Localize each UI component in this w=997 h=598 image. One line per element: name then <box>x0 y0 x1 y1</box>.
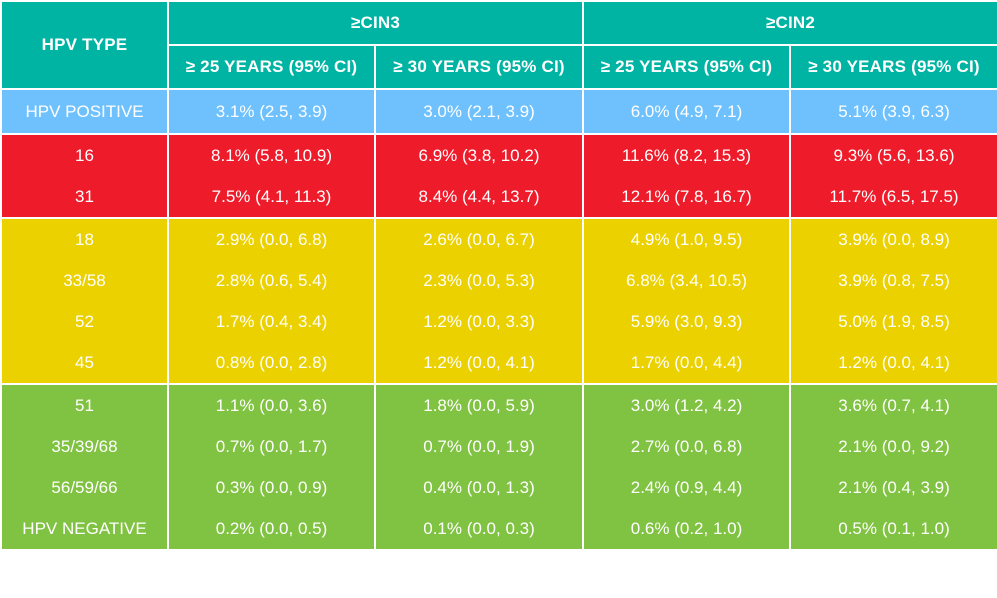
cin3-25-cell: 0.8% (0.0, 2.8) <box>167 342 376 384</box>
cin3-30-cell: 2.3% (0.0, 5.3) <box>374 260 584 301</box>
hpv-type-cell: 45 <box>0 342 169 384</box>
cin3-25-cell: 2.8% (0.6, 5.4) <box>167 260 376 301</box>
hpv-type-cell: 56/59/66 <box>0 467 169 508</box>
hpv-risk-table: HPV TYPE ≥CIN3 ≥CIN2 ≥ 25 YEARS (95% CI)… <box>0 0 997 549</box>
table-row: 31 7.5% (4.1, 11.3) 8.4% (4.4, 13.7) 12.1% … <box>0 176 997 218</box>
cin2-30-cell: 3.9% (0.0, 8.9) <box>789 217 997 260</box>
cin2-25-cell: 6.0% (4.9, 7.1) <box>582 88 791 134</box>
header-row-ages: ≥ 25 YEARS (95% CI) ≥ 30 YEARS (95% CI) … <box>1 44 997 90</box>
cin3-25-cell: 8.1% (5.8, 10.9) <box>167 133 376 176</box>
table-body: HPV POSITIVE 3.1% (2.5, 3.9) 3.0% (2.1, 3.… <box>0 88 997 549</box>
cin2-30-cell: 11.7% (6.5, 17.5) <box>789 176 997 218</box>
hpv-type-cell: 16 <box>0 133 169 176</box>
cin2-30-cell: 0.5% (0.1, 1.0) <box>789 508 997 549</box>
hpv-type-cell: 31 <box>0 176 169 218</box>
cin2-25-cell: 1.7% (0.0, 4.4) <box>582 342 791 384</box>
cin2-25-cell: 2.4% (0.9, 4.4) <box>582 467 791 508</box>
cin3-25-cell: 1.7% (0.4, 3.4) <box>167 301 376 342</box>
table-row: 51 1.1% (0.0, 3.6) 1.8% (0.0, 5.9) 3.0% (1.… <box>0 383 997 426</box>
cin2-25-years-header: ≥ 25 YEARS (95% CI) <box>582 44 791 90</box>
cin3-25-cell: 0.2% (0.0, 0.5) <box>167 508 376 549</box>
hpv-type-cell: 33/58 <box>0 260 169 301</box>
table-header: HPV TYPE ≥CIN3 ≥CIN2 ≥ 25 YEARS (95% CI)… <box>0 0 997 90</box>
cin2-30-cell: 2.1% (0.0, 9.2) <box>789 426 997 467</box>
hpv-type-cell: HPV NEGATIVE <box>0 508 169 549</box>
cin3-25-years-header: ≥ 25 YEARS (95% CI) <box>167 44 376 90</box>
table-row: 16 8.1% (5.8, 10.9) 6.9% (3.8, 10.2) 11.6% … <box>0 133 997 176</box>
hpv-type-cell: 35/39/68 <box>0 426 169 467</box>
cin2-25-cell: 12.1% (7.8, 16.7) <box>582 176 791 218</box>
hpv-type-cell: 18 <box>0 217 169 260</box>
cin3-30-cell: 6.9% (3.8, 10.2) <box>374 133 584 176</box>
cin2-30-cell: 3.9% (0.8, 7.5) <box>789 260 997 301</box>
table-row: 56/59/66 0.3% (0.0, 0.9) 0.4% (0.0, 1.3) 2.… <box>0 467 997 508</box>
header-row-groups: HPV TYPE ≥CIN3 ≥CIN2 <box>0 0 997 90</box>
cin3-25-cell: 2.9% (0.0, 6.8) <box>167 217 376 260</box>
cin2-25-cell: 3.0% (1.2, 4.2) <box>582 383 791 426</box>
cin3-30-cell: 2.6% (0.0, 6.7) <box>374 217 584 260</box>
cin3-25-cell: 7.5% (4.1, 11.3) <box>167 176 376 218</box>
cin2-30-years-header: ≥ 30 YEARS (95% CI) <box>789 44 997 90</box>
cin2-30-cell: 2.1% (0.4, 3.9) <box>789 467 997 508</box>
cin3-30-cell: 1.2% (0.0, 4.1) <box>374 342 584 384</box>
cin2-group-header: ≥CIN2 <box>582 0 997 46</box>
cin3-30-years-header: ≥ 30 YEARS (95% CI) <box>374 44 584 90</box>
cin3-30-cell: 3.0% (2.1, 3.9) <box>374 88 584 134</box>
cin3-30-cell: 0.1% (0.0, 0.3) <box>374 508 584 549</box>
cin2-25-cell: 6.8% (3.4, 10.5) <box>582 260 791 301</box>
cin3-25-cell: 1.1% (0.0, 3.6) <box>167 383 376 426</box>
cin2-25-cell: 11.6% (8.2, 15.3) <box>582 133 791 176</box>
cin3-25-cell: 3.1% (2.5, 3.9) <box>167 88 376 134</box>
cin2-25-cell: 0.6% (0.2, 1.0) <box>582 508 791 549</box>
hpv-type-cell: 52 <box>0 301 169 342</box>
table-row: HPV POSITIVE 3.1% (2.5, 3.9) 3.0% (2.1, 3.… <box>0 88 997 134</box>
cin3-group-header: ≥CIN3 <box>167 0 584 46</box>
cin2-25-cell: 4.9% (1.0, 9.5) <box>582 217 791 260</box>
hpv-type-cell: HPV POSITIVE <box>0 88 169 134</box>
table-row: 18 2.9% (0.0, 6.8) 2.6% (0.0, 6.7) 4.9% (1.… <box>0 217 997 260</box>
hpv-type-cell: 51 <box>0 383 169 426</box>
table-row: 33/58 2.8% (0.6, 5.4) 2.3% (0.0, 5.3) 6.8% … <box>0 260 997 301</box>
cin2-30-cell: 1.2% (0.0, 4.1) <box>789 342 997 384</box>
table-row: 52 1.7% (0.4, 3.4) 1.2% (0.0, 3.3) 5.9% (3.… <box>0 301 997 342</box>
table-row: 35/39/68 0.7% (0.0, 1.7) 0.7% (0.0, 1.9) 2.… <box>0 426 997 467</box>
cin3-30-cell: 1.8% (0.0, 5.9) <box>374 383 584 426</box>
cin3-25-cell: 0.7% (0.0, 1.7) <box>167 426 376 467</box>
cin3-25-cell: 0.3% (0.0, 0.9) <box>167 467 376 508</box>
hpv-type-header: HPV TYPE <box>0 0 169 90</box>
cin3-30-cell: 1.2% (0.0, 3.3) <box>374 301 584 342</box>
cin2-25-cell: 5.9% (3.0, 9.3) <box>582 301 791 342</box>
cin3-30-cell: 0.4% (0.0, 1.3) <box>374 467 584 508</box>
cin2-25-cell: 2.7% (0.0, 6.8) <box>582 426 791 467</box>
cin2-30-cell: 9.3% (5.6, 13.6) <box>789 133 997 176</box>
cin3-30-cell: 8.4% (4.4, 13.7) <box>374 176 584 218</box>
cin2-30-cell: 5.1% (3.9, 6.3) <box>789 88 997 134</box>
cin3-30-cell: 0.7% (0.0, 1.9) <box>374 426 584 467</box>
cin2-30-cell: 5.0% (1.9, 8.5) <box>789 301 997 342</box>
table-row: 45 0.8% (0.0, 2.8) 1.2% (0.0, 4.1) 1.7% (0.… <box>0 342 997 384</box>
table-row: HPV NEGATIVE 0.2% (0.0, 0.5) 0.1% (0.0, 0.… <box>0 508 997 549</box>
cin2-30-cell: 3.6% (0.7, 4.1) <box>789 383 997 426</box>
